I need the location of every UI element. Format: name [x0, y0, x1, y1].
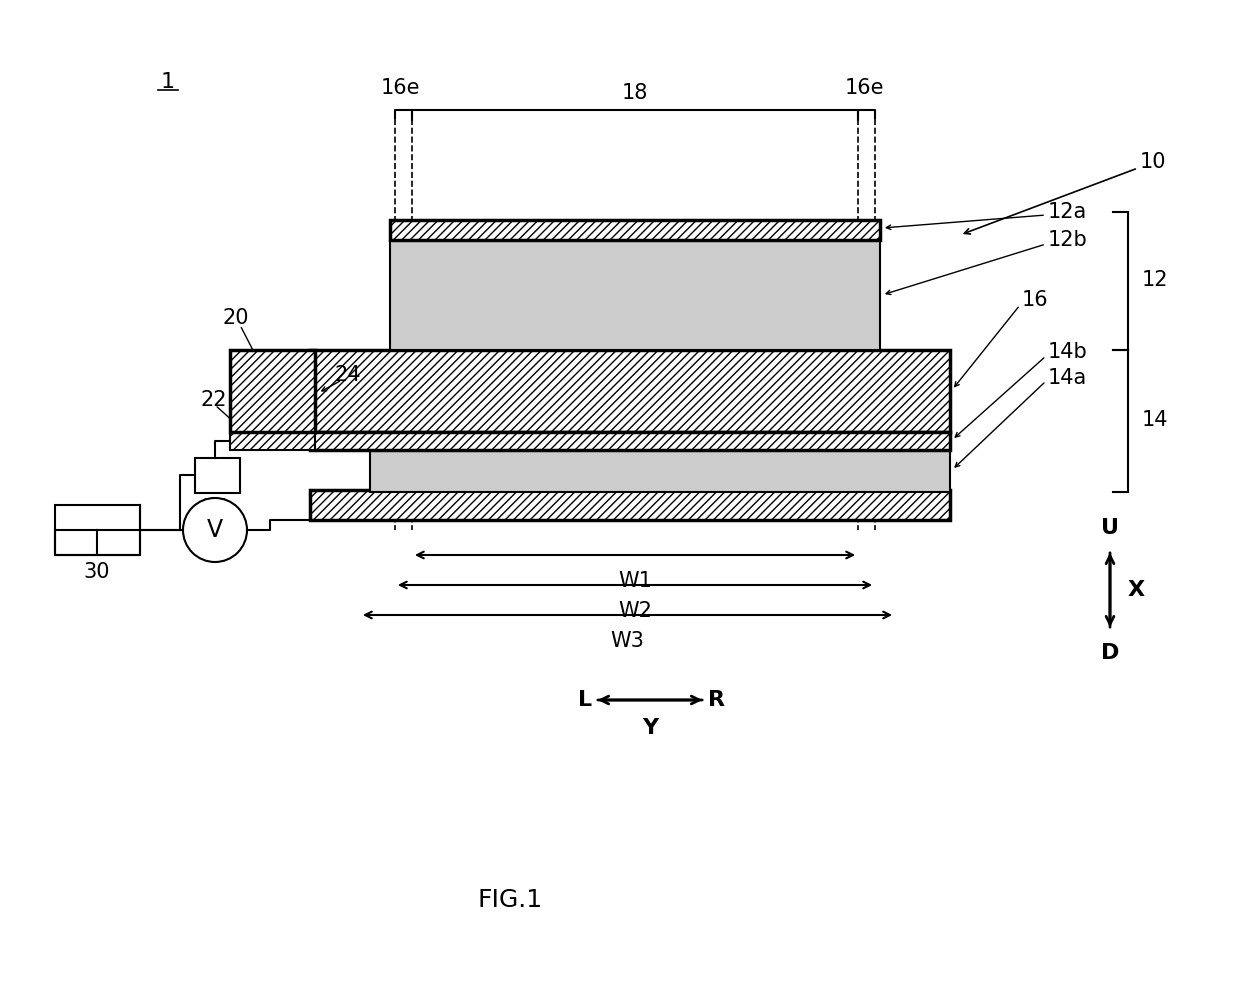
- Polygon shape: [229, 432, 315, 450]
- Text: 18: 18: [621, 83, 649, 103]
- Polygon shape: [310, 350, 950, 432]
- Text: V: V: [207, 518, 223, 542]
- Text: 24n: 24n: [270, 366, 310, 386]
- Text: 14b: 14b: [1048, 342, 1087, 362]
- Text: R: R: [708, 690, 725, 710]
- Text: 1: 1: [161, 72, 175, 92]
- Text: Y: Y: [642, 718, 658, 738]
- Polygon shape: [55, 505, 140, 555]
- Text: W1: W1: [618, 571, 652, 591]
- Polygon shape: [310, 432, 950, 450]
- Text: L: L: [578, 690, 591, 710]
- Text: 14: 14: [1142, 410, 1168, 430]
- Text: W3: W3: [610, 631, 645, 651]
- Text: 22: 22: [200, 390, 227, 410]
- Polygon shape: [370, 450, 950, 492]
- Text: D: D: [1101, 643, 1120, 663]
- Polygon shape: [310, 490, 950, 520]
- Text: 10: 10: [1140, 152, 1167, 172]
- Text: W2: W2: [618, 601, 652, 621]
- Text: 12: 12: [1142, 270, 1168, 290]
- Polygon shape: [229, 350, 315, 432]
- Text: 30: 30: [84, 562, 110, 582]
- Text: 16e: 16e: [844, 78, 884, 98]
- Text: X: X: [1128, 580, 1145, 600]
- Text: U: U: [1101, 518, 1118, 538]
- Text: 12b: 12b: [1048, 230, 1087, 250]
- Circle shape: [184, 498, 247, 562]
- Text: 14a: 14a: [1048, 368, 1087, 388]
- Text: 20: 20: [222, 308, 248, 328]
- Text: 26: 26: [202, 498, 228, 518]
- Polygon shape: [391, 240, 880, 350]
- Polygon shape: [391, 220, 880, 240]
- Text: 12a: 12a: [1048, 202, 1087, 222]
- Text: 24: 24: [335, 365, 362, 385]
- Text: 16e: 16e: [381, 78, 420, 98]
- Text: 16: 16: [1022, 290, 1049, 310]
- Text: FIG.1: FIG.1: [477, 888, 543, 912]
- Polygon shape: [195, 458, 241, 493]
